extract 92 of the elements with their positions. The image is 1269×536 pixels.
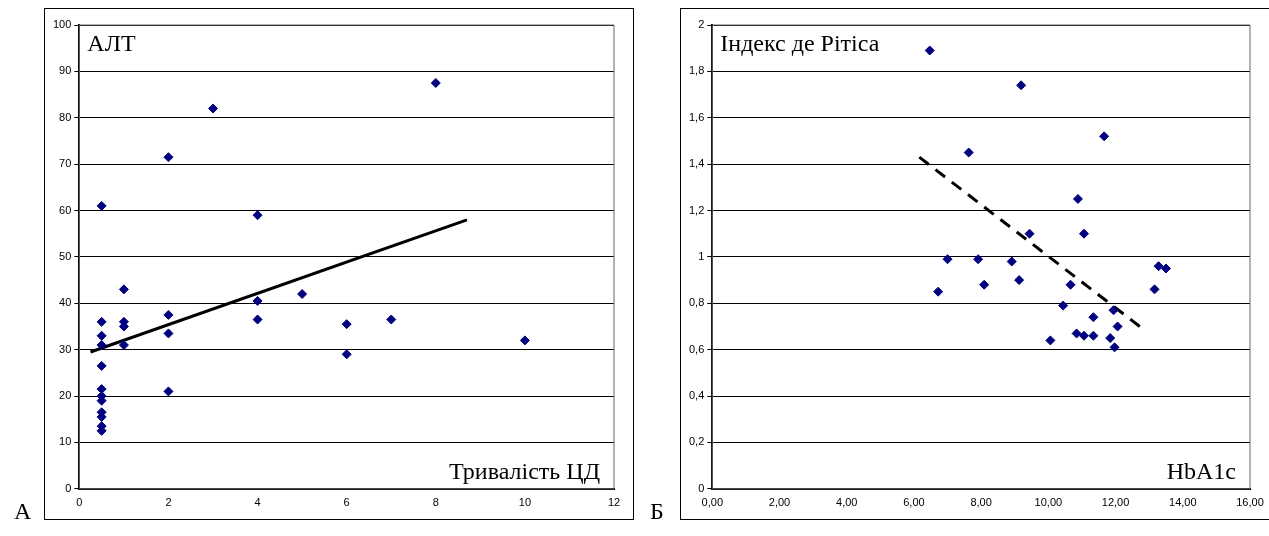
point [1006,256,1017,267]
y-tick-label: 1 [698,249,705,262]
point [1045,335,1056,346]
point [1105,333,1116,344]
point [1160,263,1171,274]
x-tick-label: 10 [518,496,532,509]
point [118,284,129,295]
y-tick-label: 20 [59,389,72,402]
point [1088,312,1099,323]
y-tick-label: 0 [698,481,705,494]
x-tick-label: 14,00 [1169,496,1197,509]
point [1109,342,1120,353]
point [1058,300,1069,311]
point [963,147,974,158]
y-tick-label: 70 [59,157,72,170]
point [1024,228,1035,239]
point [924,45,935,56]
point [163,309,174,320]
point [1088,330,1099,341]
point [979,279,990,290]
point [1078,228,1089,239]
y-axis-title: Індекс де Рітіса [720,30,880,57]
x-tick-label: 8,00 [970,496,992,509]
x-tick-label: 4,00 [836,496,858,509]
point [973,254,984,265]
y-tick-label: 2 [698,18,705,31]
point [1072,193,1083,204]
point [96,200,107,211]
point [297,289,308,299]
y-tick-label: 30 [59,342,72,355]
point [933,286,944,297]
point [208,103,219,114]
x-tick-label: 6 [343,496,350,509]
x-tick-label: 6,00 [903,496,925,509]
point [163,152,174,163]
x-tick-label: 4 [254,496,261,509]
text: А [14,498,32,525]
x-tick-label: 16,00 [1236,496,1264,509]
x-tick-label: 2 [165,496,172,509]
point [96,330,107,341]
point [1065,279,1076,290]
point [118,340,129,351]
text: Б [650,498,664,525]
y-tick-label: 0,6 [688,342,705,355]
point [341,349,352,360]
y-tick-label: 1,8 [688,64,705,77]
x-tick-label: 12,00 [1101,496,1130,509]
x-axis-title: Тривалість ЦД [449,458,600,485]
point [96,340,107,351]
point [1016,80,1027,91]
point [1112,321,1123,332]
y-tick-label: 50 [59,249,72,262]
point [1153,261,1164,272]
point [1149,284,1160,295]
point [252,210,263,221]
y-tick-label: 0 [65,481,72,494]
point [942,254,953,265]
x-axis-title: HbA1c [1166,458,1236,485]
x-tick-label: 0 [76,496,83,509]
point [386,314,397,325]
point [1078,330,1089,341]
y-tick-label: 1,2 [688,203,705,216]
y-axis-title: АЛТ [87,30,136,57]
x-tick-label: 8 [432,496,439,509]
x-tick-label: 12 [607,496,621,509]
y-tick-label: 80 [59,110,72,123]
point [252,314,263,325]
point [519,335,530,346]
y-tick-label: 0,2 [688,435,705,448]
point [1071,328,1082,339]
y-tick-label: 1,4 [688,157,705,170]
y-tick-label: 90 [59,64,72,77]
y-tick-label: 1,6 [688,110,705,123]
point [96,360,107,371]
point [252,295,263,306]
point [96,316,107,327]
x-tick-label: 2,00 [768,496,791,509]
point [430,77,441,88]
x-tick-label: 0,00 [701,496,723,509]
y-tick-label: 0,8 [688,296,705,309]
point [1108,305,1119,316]
y-tick-label: 0,4 [688,389,705,402]
y-tick-label: 10 [59,435,72,448]
point [341,319,352,330]
y-tick-label: 100 [52,18,72,31]
point [1099,131,1110,142]
point [163,386,174,397]
y-tick-label: 40 [59,296,72,309]
y-tick-label: 60 [59,203,72,216]
point [1014,275,1025,286]
x-tick-label: 10,00 [1034,496,1063,509]
point [163,328,174,339]
